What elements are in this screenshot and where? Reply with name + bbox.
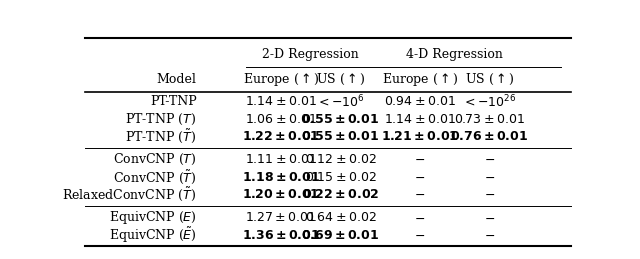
- Text: US ($\uparrow$): US ($\uparrow$): [316, 73, 365, 88]
- Text: Model: Model: [157, 74, 196, 87]
- Text: $\mathbf{0.55 \pm 0.01}$: $\mathbf{0.55 \pm 0.01}$: [301, 113, 380, 126]
- Text: $< -10^{26}$: $< -10^{26}$: [462, 93, 516, 110]
- Text: PT-TNP ($\tilde{T}$): PT-TNP ($\tilde{T}$): [125, 128, 196, 145]
- Text: $-$: $-$: [484, 211, 495, 225]
- Text: $\mathbf{1.22 \pm 0.01}$: $\mathbf{1.22 \pm 0.01}$: [242, 130, 320, 143]
- Text: $1.11 \pm 0.01$: $1.11 \pm 0.01$: [245, 153, 317, 167]
- Text: $\mathbf{0.69 \pm 0.01}$: $\mathbf{0.69 \pm 0.01}$: [301, 229, 380, 242]
- Text: ConvCNP ($T$): ConvCNP ($T$): [113, 152, 196, 168]
- Text: $\mathbf{0.22 \pm 0.02}$: $\mathbf{0.22 \pm 0.02}$: [301, 188, 379, 201]
- Text: $1.14 \pm 0.01$: $1.14 \pm 0.01$: [384, 113, 456, 126]
- Text: PT-TNP ($T$): PT-TNP ($T$): [125, 112, 196, 127]
- Text: EquivCNP ($\tilde{E}$): EquivCNP ($\tilde{E}$): [109, 226, 196, 245]
- Text: Europe ($\uparrow$): Europe ($\uparrow$): [243, 71, 319, 88]
- Text: Europe ($\uparrow$): Europe ($\uparrow$): [381, 71, 458, 88]
- Text: $0.15 \pm 0.02$: $0.15 \pm 0.02$: [305, 171, 376, 184]
- Text: $-$: $-$: [414, 211, 426, 225]
- Text: $\mathbf{1.36 \pm 0.01}$: $\mathbf{1.36 \pm 0.01}$: [242, 229, 320, 242]
- Text: $0.94 \pm 0.01$: $0.94 \pm 0.01$: [384, 95, 456, 108]
- Text: $0.73 \pm 0.01$: $0.73 \pm 0.01$: [454, 113, 525, 126]
- Text: $1.06 \pm 0.01$: $1.06 \pm 0.01$: [245, 113, 317, 126]
- Text: PT-TNP: PT-TNP: [150, 95, 196, 108]
- Text: $-$: $-$: [484, 153, 495, 167]
- Text: $-$: $-$: [484, 171, 495, 184]
- Text: $-$: $-$: [414, 171, 426, 184]
- Text: $-$: $-$: [414, 188, 426, 201]
- Text: $-$: $-$: [414, 229, 426, 242]
- Text: $1.14 \pm 0.01$: $1.14 \pm 0.01$: [245, 95, 317, 108]
- Text: $\mathbf{0.55 \pm 0.01}$: $\mathbf{0.55 \pm 0.01}$: [301, 130, 380, 143]
- Text: $0.12 \pm 0.02$: $0.12 \pm 0.02$: [305, 153, 376, 167]
- Text: $\mathbf{1.18 \pm 0.01}$: $\mathbf{1.18 \pm 0.01}$: [242, 171, 320, 184]
- Text: RelaxedConvCNP ($\tilde{T}$): RelaxedConvCNP ($\tilde{T}$): [62, 186, 196, 203]
- Text: $< -10^6$: $< -10^6$: [316, 93, 365, 110]
- Text: 4-D Regression: 4-D Regression: [406, 47, 503, 61]
- Text: $\mathbf{0.76 \pm 0.01}$: $\mathbf{0.76 \pm 0.01}$: [450, 130, 528, 143]
- Text: $\mathbf{1.20 \pm 0.01}$: $\mathbf{1.20 \pm 0.01}$: [242, 188, 320, 201]
- Text: $-$: $-$: [414, 153, 426, 167]
- Text: US ($\uparrow$): US ($\uparrow$): [465, 73, 514, 88]
- Text: $0.64 \pm 0.02$: $0.64 \pm 0.02$: [305, 211, 376, 225]
- Text: $-$: $-$: [484, 188, 495, 201]
- Text: $-$: $-$: [484, 229, 495, 242]
- Text: EquivCNP ($E$): EquivCNP ($E$): [109, 210, 196, 226]
- Text: $\mathbf{1.21 \pm 0.01}$: $\mathbf{1.21 \pm 0.01}$: [381, 130, 459, 143]
- Text: 2-D Regression: 2-D Regression: [262, 47, 359, 61]
- Text: $1.27 \pm 0.01$: $1.27 \pm 0.01$: [245, 211, 316, 225]
- Text: ConvCNP ($\tilde{T}$): ConvCNP ($\tilde{T}$): [113, 169, 196, 186]
